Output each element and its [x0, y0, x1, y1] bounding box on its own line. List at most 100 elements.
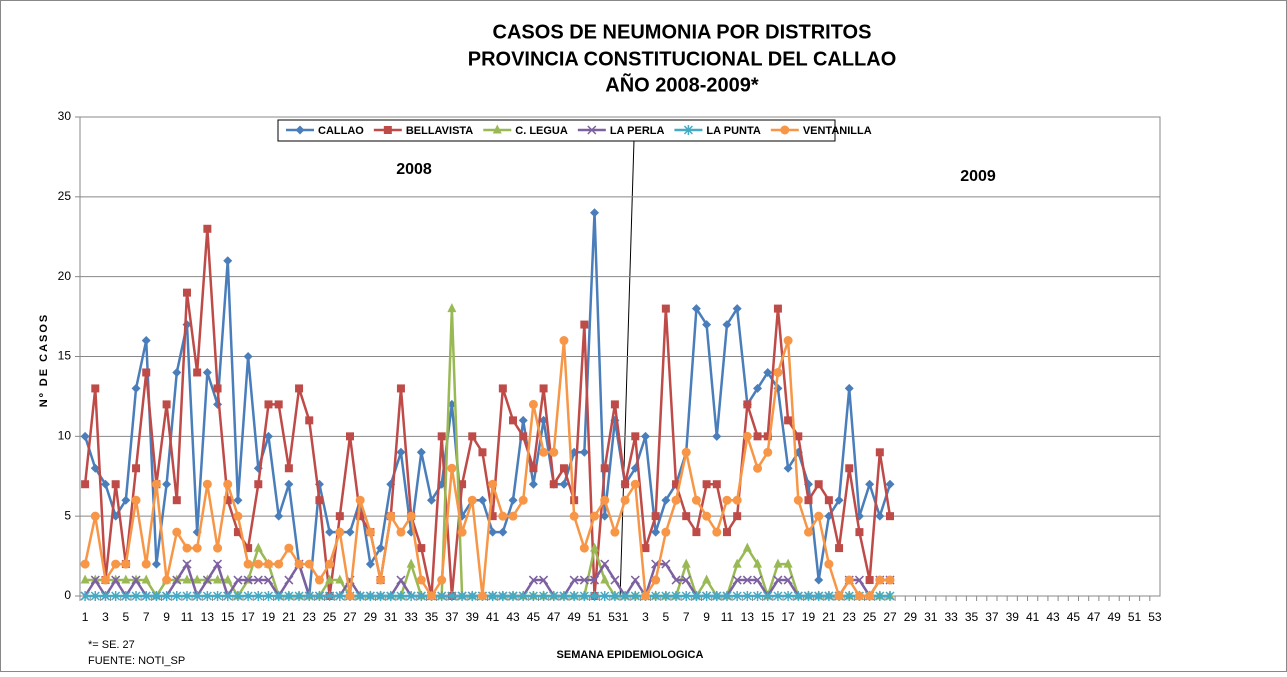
x-axis-label: SEMANA EPIDEMIOLOGICA: [557, 649, 704, 661]
marker: [233, 528, 242, 537]
marker: [683, 125, 693, 135]
marker: [335, 512, 344, 521]
marker: [253, 591, 263, 601]
marker: [111, 591, 121, 601]
marker: [630, 575, 640, 585]
marker: [365, 591, 375, 601]
marker: [824, 559, 834, 569]
marker: [865, 576, 874, 585]
marker: [508, 591, 518, 601]
marker: [488, 512, 497, 521]
marker: [824, 496, 833, 505]
marker: [681, 447, 691, 457]
marker: [294, 591, 304, 601]
marker: [742, 591, 752, 601]
marker: [243, 575, 253, 585]
marker: [193, 368, 202, 377]
marker: [427, 591, 437, 601]
marker: [661, 527, 671, 537]
x-tick-label: 7: [683, 610, 690, 624]
marker: [742, 575, 752, 585]
marker: [702, 480, 711, 489]
y-tick-label: 15: [58, 349, 72, 363]
y-tick-label: 25: [58, 189, 72, 203]
x-tick-label: 35: [965, 610, 979, 624]
marker: [600, 464, 609, 473]
marker: [325, 527, 335, 537]
marker: [559, 591, 569, 601]
marker: [141, 591, 151, 601]
marker: [488, 591, 498, 601]
marker: [80, 574, 90, 584]
x-tick-label: 25: [323, 610, 337, 624]
marker: [142, 368, 151, 377]
marker: [763, 367, 773, 377]
marker: [661, 495, 671, 505]
x-tick-label: 31: [924, 610, 938, 624]
x-tick-label: 49: [567, 610, 581, 624]
x-tick-label: 1: [82, 610, 89, 624]
y-tick-label: 5: [64, 508, 71, 522]
marker: [121, 574, 131, 584]
y-tick-label: 0: [64, 588, 71, 602]
marker: [640, 431, 650, 441]
marker: [671, 575, 681, 585]
x-tick-label: 13: [741, 610, 755, 624]
marker: [702, 591, 712, 601]
marker: [223, 496, 232, 505]
marker: [589, 575, 600, 585]
marker: [590, 542, 600, 552]
marker: [732, 495, 742, 505]
marker: [80, 431, 90, 441]
marker: [346, 432, 354, 441]
marker: [162, 400, 171, 409]
y-tick-label: 30: [58, 109, 72, 123]
marker: [396, 575, 406, 585]
marker: [192, 574, 202, 584]
marker: [376, 591, 386, 601]
marker: [753, 383, 763, 393]
marker: [865, 479, 875, 489]
marker: [90, 591, 100, 601]
marker: [141, 559, 151, 569]
marker: [488, 479, 498, 489]
marker: [90, 463, 100, 473]
marker: [172, 496, 181, 505]
x-tick-label: 29: [364, 610, 378, 624]
marker: [314, 591, 324, 601]
marker: [630, 479, 640, 489]
marker: [315, 496, 324, 505]
marker: [335, 574, 345, 584]
marker: [233, 495, 243, 505]
marker: [477, 495, 487, 505]
legend-box: [277, 119, 836, 142]
marker: [253, 542, 263, 552]
marker: [386, 511, 396, 521]
marker: [263, 431, 273, 441]
marker: [202, 479, 212, 489]
marker: [773, 367, 783, 377]
x-tick-label: 43: [1046, 610, 1060, 624]
marker: [81, 480, 90, 489]
marker: [732, 304, 742, 314]
marker: [111, 575, 121, 585]
marker: [587, 125, 597, 135]
marker: [773, 575, 783, 585]
marker: [865, 591, 875, 601]
marker: [722, 320, 732, 330]
x-tick-label: 11: [721, 610, 734, 624]
marker: [641, 544, 650, 553]
x-tick-label: 27: [343, 610, 357, 624]
x-tick-label: 33: [944, 610, 958, 624]
marker: [671, 591, 681, 601]
legend-label: CALLAO: [318, 125, 364, 137]
marker: [492, 124, 502, 134]
marker: [244, 544, 253, 553]
x-tick-label: 9: [163, 610, 170, 624]
marker: [539, 575, 549, 585]
marker: [416, 591, 426, 601]
x-tick-label: 19: [262, 610, 276, 624]
marker: [478, 448, 487, 457]
marker: [233, 591, 243, 601]
marker: [172, 591, 182, 601]
